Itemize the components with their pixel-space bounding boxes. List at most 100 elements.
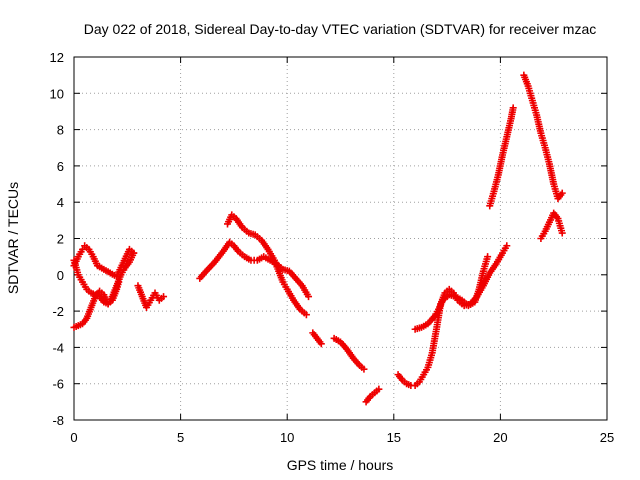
data-point: [130, 249, 138, 257]
data-point: [74, 322, 82, 330]
data-point: [330, 334, 338, 342]
data-point: [234, 247, 242, 255]
data-point: [356, 362, 364, 370]
axis-ticks: 0 5 10 15 20 25 -8 -6 -4 -2 0 2 4 6 8 10 12: [50, 50, 615, 445]
data-point: [337, 338, 344, 346]
data-point: [362, 398, 370, 406]
data-point: [479, 267, 487, 275]
data-point: [74, 253, 82, 261]
y-tick-label: -8: [52, 413, 64, 428]
data-point: [238, 224, 246, 232]
x-tick-label: 20: [493, 430, 507, 445]
x-tick-label: 0: [70, 430, 77, 445]
data-point: [292, 274, 300, 282]
data-point: [537, 235, 545, 242]
data-point: [486, 269, 494, 277]
data-point: [520, 71, 528, 79]
data-point: [475, 285, 483, 293]
data-point: [138, 293, 146, 301]
y-tick-label: -6: [52, 377, 64, 392]
data-point: [418, 323, 426, 331]
data-point: [343, 345, 351, 353]
y-tick-label: -2: [52, 304, 64, 319]
data-point: [100, 265, 108, 273]
data-point: [232, 215, 240, 223]
data-point: [241, 253, 249, 261]
data-point: [113, 285, 121, 293]
data-point: [309, 329, 317, 337]
data-point: [484, 253, 492, 261]
data-point: [247, 256, 255, 264]
y-tick-label: 4: [57, 195, 64, 210]
y-tick-label: -4: [52, 340, 64, 355]
data-point: [70, 256, 78, 264]
x-axis-label: GPS time / hours: [287, 457, 394, 473]
data-point: [96, 287, 104, 295]
data-point: [219, 247, 227, 255]
data-point: [541, 227, 549, 235]
data-point: [115, 278, 123, 286]
y-tick-label: 10: [50, 86, 64, 101]
data-point: [464, 302, 472, 310]
series-L: [486, 106, 517, 207]
data-point: [108, 296, 116, 304]
data-point: [264, 245, 272, 253]
data-point: [211, 258, 219, 266]
data-point: [283, 285, 291, 293]
y-tick-label: 12: [50, 50, 64, 65]
data-point: [317, 340, 325, 348]
data-point: [279, 278, 287, 286]
data-point: [285, 267, 293, 275]
data-point: [499, 151, 507, 159]
y-tick-label: 6: [57, 159, 64, 174]
data-point: [537, 129, 545, 137]
data-point: [81, 242, 89, 250]
data-point: [503, 133, 511, 141]
data-point: [411, 382, 419, 390]
data-point: [302, 311, 310, 319]
data-point: [371, 389, 379, 397]
x-tick-label: 5: [177, 430, 184, 445]
y-tick-label: 8: [57, 123, 64, 138]
data-point: [432, 325, 440, 333]
data-point: [226, 238, 234, 246]
data-point: [509, 104, 517, 112]
series-N: [538, 211, 566, 240]
data-point: [258, 236, 266, 244]
data-point: [411, 325, 419, 333]
data-point: [486, 202, 494, 210]
data-point: [83, 285, 91, 293]
data-point: [366, 392, 374, 400]
x-tick-label: 15: [387, 430, 401, 445]
data-point: [452, 293, 460, 301]
data-point: [298, 282, 306, 290]
y-tick-label: 2: [57, 232, 64, 247]
data-point: [554, 215, 562, 223]
data-point: [196, 274, 204, 282]
data-point: [275, 267, 283, 275]
data-point: [74, 271, 82, 279]
data-point: [251, 231, 259, 239]
data-point: [85, 245, 93, 253]
chart-title: Day 022 of 2018, Sidereal Day-to-day VTE…: [84, 21, 597, 37]
data-point: [471, 298, 479, 306]
data-point: [524, 82, 532, 90]
data-point: [147, 296, 155, 304]
data-point: [415, 378, 423, 386]
data-point: [87, 289, 95, 297]
data-point: [398, 376, 406, 384]
data-point: [224, 220, 232, 228]
data-point: [296, 305, 304, 313]
data-point: [121, 254, 129, 262]
data-point: [106, 269, 114, 277]
data-point: [125, 258, 133, 266]
data-point: [155, 296, 163, 304]
data-point: [494, 171, 502, 179]
data-point: [439, 296, 447, 304]
data-point: [89, 253, 97, 261]
data-point: [445, 291, 453, 299]
data-point: [490, 187, 498, 195]
data-point: [313, 334, 321, 342]
data-point: [541, 144, 549, 152]
